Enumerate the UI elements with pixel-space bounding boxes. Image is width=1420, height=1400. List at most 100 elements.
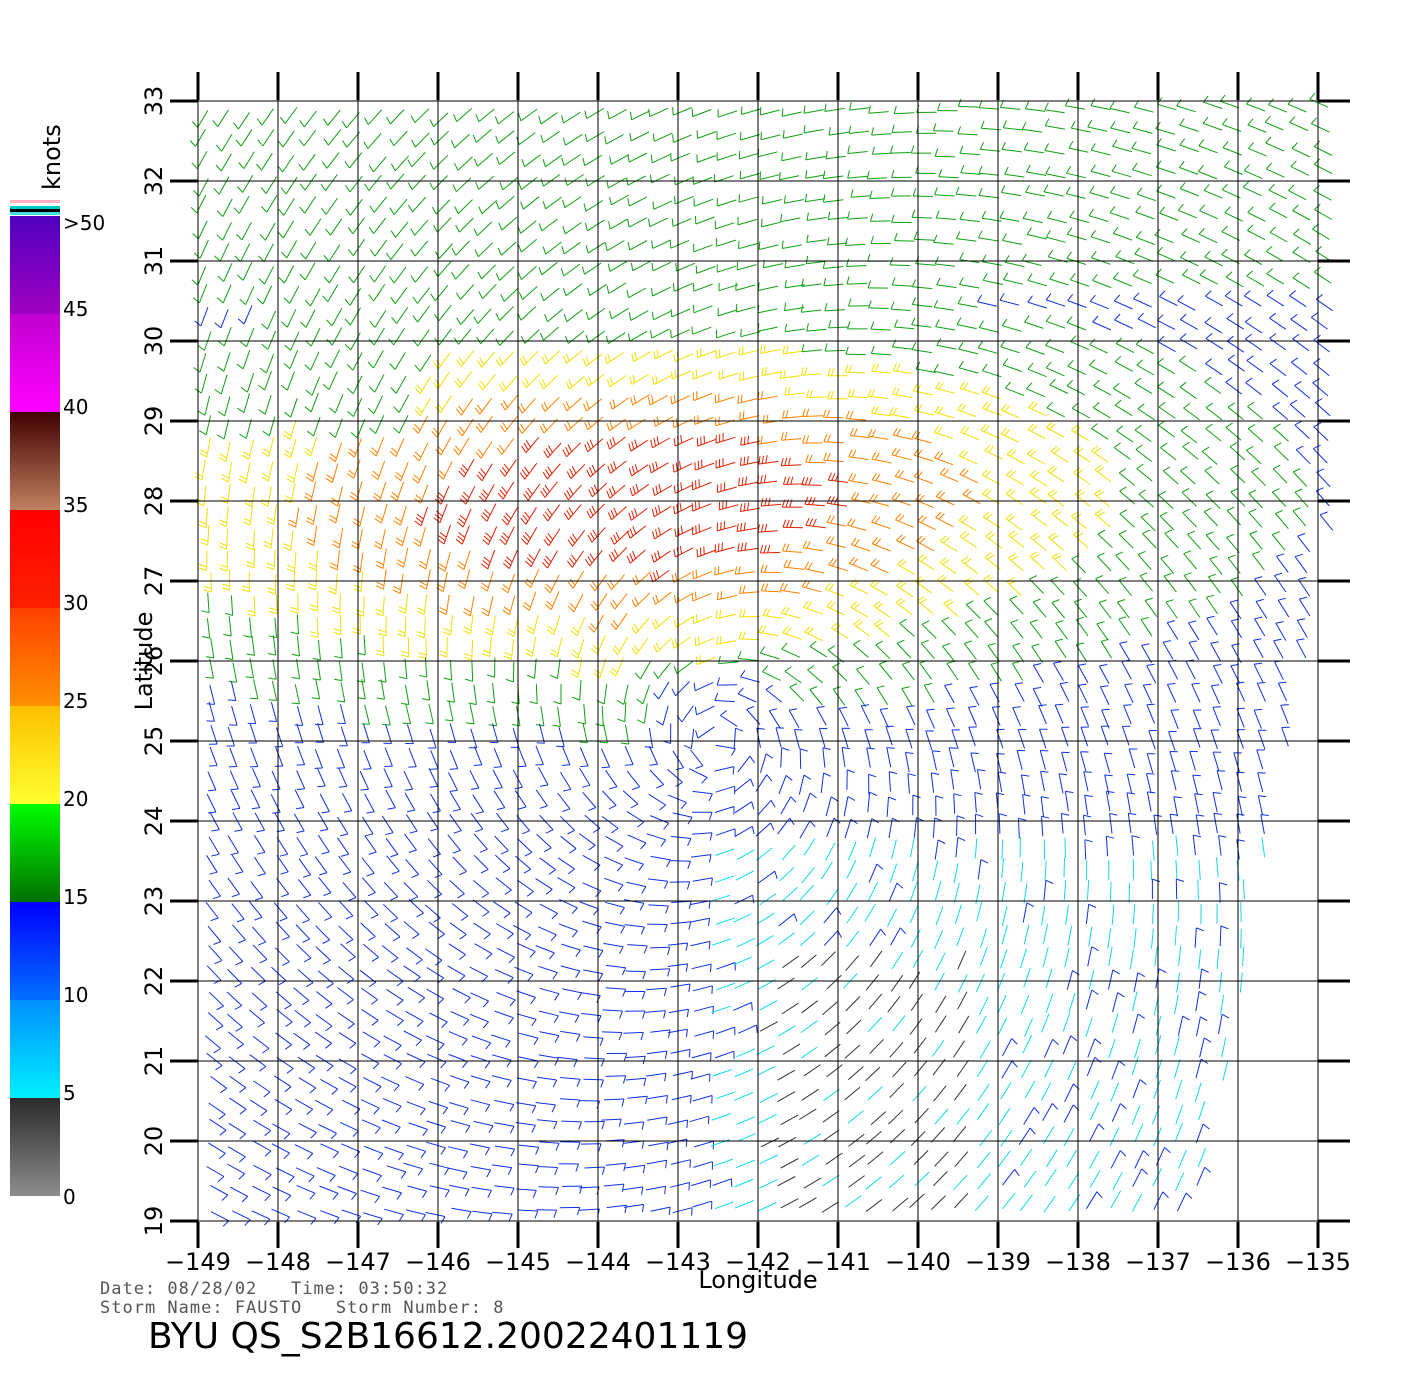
wind-barb bbox=[296, 614, 299, 635]
wind-barb bbox=[225, 506, 229, 527]
wind-barb bbox=[398, 394, 410, 413]
wind-barb bbox=[606, 240, 625, 252]
wind-barb bbox=[207, 1012, 224, 1027]
wind-barb-feather bbox=[374, 518, 382, 524]
wind-barb-feather bbox=[1076, 642, 1085, 646]
wind-barb bbox=[658, 681, 670, 700]
wind-barb-feather bbox=[238, 162, 245, 169]
wind-barb bbox=[803, 547, 823, 552]
wind-barb-feather bbox=[567, 605, 575, 613]
wind-barb-feather bbox=[419, 584, 427, 590]
wind-barb-feather bbox=[393, 1084, 400, 1092]
wind-barb-feather bbox=[591, 486, 596, 495]
wind-barb bbox=[623, 1031, 644, 1034]
wind-barb bbox=[860, 705, 871, 724]
wind-barb-feather bbox=[847, 170, 850, 179]
wind-barb-feather bbox=[533, 1060, 539, 1069]
wind-barb-feather bbox=[829, 536, 835, 544]
wind-barb-feather bbox=[998, 771, 1007, 774]
wind-barb-feather bbox=[1099, 664, 1108, 667]
wind-barb bbox=[757, 395, 778, 401]
wind-barb bbox=[894, 112, 915, 115]
wind-barb-feather bbox=[708, 900, 711, 909]
wind-barb bbox=[875, 644, 891, 660]
wind-barb bbox=[379, 482, 387, 502]
wind-barb bbox=[1071, 127, 1091, 133]
wind-barb bbox=[983, 279, 1003, 285]
wind-barb bbox=[978, 194, 999, 199]
wind-barb-feather bbox=[1065, 186, 1071, 194]
wind-barb bbox=[832, 666, 848, 682]
wind-barb-feather bbox=[328, 586, 337, 591]
wind-barb bbox=[521, 397, 536, 414]
wind-barb-feather bbox=[347, 451, 355, 458]
wind-barb-feather bbox=[375, 608, 384, 613]
wind-barb bbox=[913, 195, 934, 197]
wind-barb bbox=[1043, 880, 1047, 901]
wind-barb bbox=[448, 772, 458, 791]
wind-barb bbox=[315, 1013, 333, 1027]
wind-barb-feather bbox=[824, 582, 831, 590]
wind-barb-feather bbox=[612, 599, 618, 607]
wind-barb bbox=[1090, 149, 1111, 156]
wind-barb-feather bbox=[251, 807, 260, 810]
wind-barb bbox=[1319, 514, 1334, 531]
wind-barb bbox=[1226, 537, 1240, 554]
wind-barb-feather bbox=[1097, 511, 1105, 517]
wind-barb-feather bbox=[631, 441, 635, 450]
wind-barb bbox=[1233, 752, 1240, 773]
wind-barb-feather bbox=[766, 414, 769, 423]
wind-barb-feather bbox=[582, 157, 586, 166]
wind-barb-feather bbox=[262, 430, 270, 437]
wind-barb-feather bbox=[804, 193, 808, 202]
wind-barb-feather bbox=[299, 206, 306, 214]
wind-barb-feather bbox=[1181, 488, 1190, 493]
wind-barb-feather bbox=[981, 488, 989, 495]
wind-barb-feather bbox=[827, 390, 831, 399]
wind-barb-feather bbox=[429, 119, 434, 127]
wind-barb-feather bbox=[943, 598, 951, 604]
wind-barb bbox=[846, 930, 860, 948]
wind-barb-feather bbox=[1162, 466, 1171, 472]
wind-barb-feather bbox=[309, 1087, 317, 1094]
wind-barb-feather bbox=[1198, 991, 1207, 996]
wind-barb bbox=[1269, 317, 1287, 330]
wind-barb bbox=[955, 193, 976, 197]
wind-barb bbox=[982, 261, 1002, 266]
wind-barb-feather bbox=[457, 564, 465, 571]
wind-barb-feather bbox=[434, 251, 440, 259]
wind-barb-feather bbox=[1142, 529, 1150, 535]
wind-barb bbox=[364, 704, 370, 725]
wind-barb bbox=[1118, 533, 1134, 549]
wind-barb-feather bbox=[675, 418, 678, 427]
wind-barb-feather bbox=[1265, 136, 1272, 144]
wind-barb bbox=[737, 264, 757, 271]
wind-barb-feather bbox=[416, 1020, 424, 1027]
wind-barb bbox=[670, 835, 691, 839]
wind-barb bbox=[217, 109, 229, 127]
wind-barb-feather bbox=[658, 527, 661, 536]
wind-barb-feather bbox=[985, 513, 993, 520]
wind-barb-feather bbox=[475, 451, 482, 459]
wind-barb-feather bbox=[517, 426, 523, 434]
wind-barb bbox=[873, 605, 891, 618]
wind-barb-feather bbox=[850, 189, 854, 198]
wind-barb-feather bbox=[543, 401, 549, 410]
wind-barb bbox=[1254, 578, 1267, 596]
wind-barb-feather bbox=[1135, 205, 1141, 213]
wind-barb-feather bbox=[373, 1107, 380, 1115]
wind-barb-feather bbox=[761, 367, 764, 376]
wind-barb bbox=[1230, 579, 1244, 597]
wind-barb-feather bbox=[794, 729, 803, 731]
wind-barb bbox=[1169, 814, 1174, 834]
wind-barb-feather bbox=[969, 686, 978, 689]
wind-barb-feather bbox=[199, 452, 208, 458]
wind-barb bbox=[605, 770, 618, 787]
wind-barb-feather bbox=[868, 428, 873, 437]
wind-barb bbox=[1018, 818, 1020, 839]
wind-barb bbox=[1051, 556, 1067, 572]
wind-barb bbox=[844, 1086, 861, 1101]
wind-barb bbox=[265, 354, 274, 374]
wind-barb-feather bbox=[418, 564, 427, 570]
wind-barb-feather bbox=[785, 775, 793, 781]
